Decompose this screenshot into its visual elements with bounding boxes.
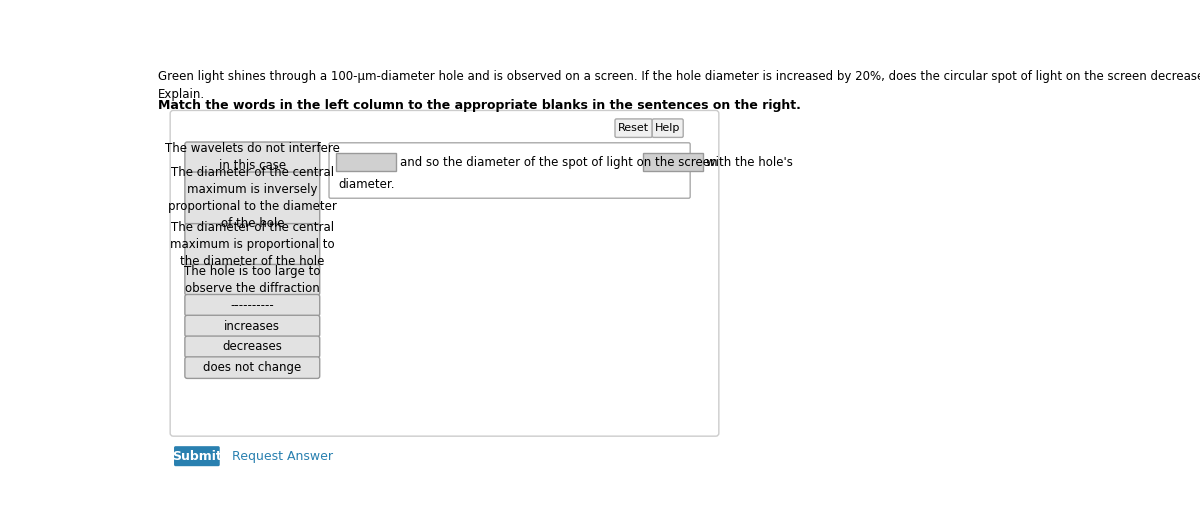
FancyBboxPatch shape — [185, 315, 319, 337]
Text: The diameter of the central
maximum is proportional to
the diameter of the hole: The diameter of the central maximum is p… — [170, 221, 335, 268]
FancyBboxPatch shape — [185, 224, 319, 265]
Text: Request Answer: Request Answer — [232, 450, 334, 463]
FancyBboxPatch shape — [170, 111, 719, 436]
FancyBboxPatch shape — [653, 119, 683, 138]
FancyBboxPatch shape — [174, 446, 220, 466]
FancyBboxPatch shape — [185, 336, 319, 358]
Text: decreases: decreases — [222, 340, 282, 353]
FancyBboxPatch shape — [185, 357, 319, 378]
Text: Help: Help — [655, 123, 680, 133]
FancyBboxPatch shape — [643, 153, 702, 171]
FancyBboxPatch shape — [336, 153, 396, 171]
Text: Green light shines through a 100-μm-diameter hole and is observed on a screen. I: Green light shines through a 100-μm-diam… — [157, 70, 1200, 101]
Text: ----------: ---------- — [230, 299, 274, 312]
FancyBboxPatch shape — [185, 142, 319, 173]
Text: Reset: Reset — [618, 123, 649, 133]
Text: Match the words in the left column to the appropriate blanks in the sentences on: Match the words in the left column to th… — [157, 99, 800, 112]
Text: The diameter of the central
maximum is inversely
proportional to the diameter
of: The diameter of the central maximum is i… — [168, 166, 337, 230]
Text: diameter.: diameter. — [338, 178, 395, 191]
Text: with the hole's: with the hole's — [707, 156, 793, 169]
FancyBboxPatch shape — [329, 143, 690, 198]
Text: Submit: Submit — [172, 450, 222, 463]
Text: and so the diameter of the spot of light on the screen: and so the diameter of the spot of light… — [400, 156, 718, 169]
Text: does not change: does not change — [203, 361, 301, 374]
FancyBboxPatch shape — [185, 295, 319, 316]
FancyBboxPatch shape — [185, 172, 319, 224]
FancyBboxPatch shape — [616, 119, 653, 138]
Text: The hole is too large to
observe the diffraction: The hole is too large to observe the dif… — [184, 265, 320, 295]
FancyBboxPatch shape — [185, 264, 319, 295]
Text: increases: increases — [224, 320, 281, 333]
Text: The wavelets do not interfere
in this case: The wavelets do not interfere in this ca… — [164, 142, 340, 172]
